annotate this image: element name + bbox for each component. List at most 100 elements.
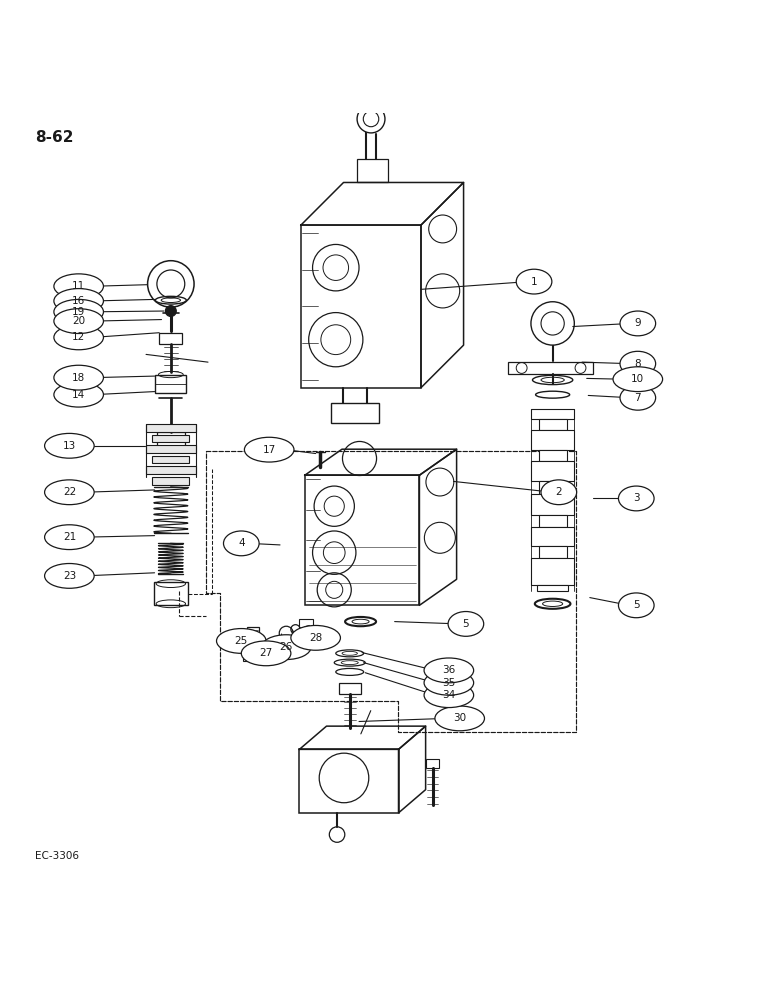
Bar — [531, 409, 574, 419]
Bar — [146, 424, 196, 432]
Bar — [155, 375, 186, 393]
Text: 16: 16 — [72, 296, 85, 306]
Circle shape — [147, 261, 194, 307]
Bar — [157, 432, 185, 447]
Ellipse shape — [516, 269, 552, 294]
Bar — [146, 466, 196, 474]
Bar — [357, 159, 388, 182]
Bar — [531, 494, 574, 515]
Ellipse shape — [44, 525, 94, 550]
Text: 19: 19 — [72, 307, 85, 317]
Ellipse shape — [241, 641, 291, 666]
Ellipse shape — [44, 564, 94, 588]
Ellipse shape — [244, 437, 294, 462]
Circle shape — [531, 302, 574, 345]
Ellipse shape — [54, 299, 104, 324]
Text: 10: 10 — [631, 374, 644, 384]
Bar — [246, 627, 259, 653]
Text: 11: 11 — [72, 281, 85, 291]
Bar — [305, 475, 420, 605]
Text: 27: 27 — [260, 648, 273, 658]
Ellipse shape — [54, 382, 104, 407]
Ellipse shape — [424, 658, 473, 683]
Text: 8: 8 — [634, 359, 641, 369]
Bar — [531, 558, 574, 585]
Text: 20: 20 — [72, 316, 85, 326]
Ellipse shape — [54, 289, 104, 313]
Ellipse shape — [424, 670, 473, 695]
Bar — [152, 456, 190, 463]
Bar — [301, 225, 421, 388]
Ellipse shape — [224, 531, 259, 556]
Bar — [331, 403, 379, 423]
Ellipse shape — [620, 385, 656, 410]
Text: 17: 17 — [263, 445, 276, 455]
Bar — [243, 653, 263, 661]
Text: 21: 21 — [62, 532, 76, 542]
Text: 4: 4 — [238, 538, 245, 548]
Text: 26: 26 — [279, 642, 292, 652]
Bar — [508, 362, 593, 374]
Text: 25: 25 — [235, 636, 248, 646]
Ellipse shape — [217, 629, 266, 653]
Bar — [154, 278, 188, 290]
Bar — [539, 419, 566, 430]
Text: 18: 18 — [72, 373, 85, 383]
Text: 34: 34 — [442, 690, 456, 700]
Text: 22: 22 — [62, 487, 76, 497]
Bar — [531, 461, 574, 481]
Text: 12: 12 — [72, 332, 85, 342]
Text: 13: 13 — [62, 441, 76, 451]
Text: 35: 35 — [442, 678, 456, 688]
Ellipse shape — [54, 274, 104, 299]
Text: 3: 3 — [633, 493, 640, 503]
Text: 30: 30 — [453, 713, 466, 723]
Ellipse shape — [448, 612, 484, 636]
Ellipse shape — [54, 325, 104, 350]
Bar — [146, 445, 196, 453]
Ellipse shape — [619, 593, 654, 618]
Bar — [339, 683, 360, 694]
Bar — [539, 546, 566, 558]
Bar — [539, 450, 566, 461]
Text: 36: 36 — [442, 665, 456, 675]
Text: 28: 28 — [309, 633, 322, 643]
Bar — [159, 333, 183, 344]
Ellipse shape — [54, 309, 104, 333]
Text: 9: 9 — [634, 318, 641, 328]
Bar — [300, 619, 314, 636]
Bar — [154, 582, 188, 605]
Ellipse shape — [435, 706, 484, 731]
Text: 5: 5 — [633, 600, 640, 610]
Circle shape — [357, 105, 385, 133]
Ellipse shape — [261, 635, 311, 660]
Circle shape — [165, 306, 176, 316]
Bar — [300, 749, 399, 813]
Ellipse shape — [424, 683, 473, 708]
Bar — [537, 585, 568, 591]
Bar — [539, 515, 566, 527]
Bar — [427, 759, 439, 768]
Text: 5: 5 — [463, 619, 470, 629]
Ellipse shape — [54, 365, 104, 390]
Text: 1: 1 — [530, 277, 537, 287]
Bar — [531, 527, 574, 546]
Bar — [152, 477, 190, 485]
Bar — [539, 481, 566, 494]
Ellipse shape — [541, 480, 576, 505]
Text: 7: 7 — [634, 393, 641, 403]
Ellipse shape — [620, 351, 656, 376]
Bar — [531, 430, 574, 450]
Ellipse shape — [619, 486, 654, 511]
Ellipse shape — [44, 480, 94, 505]
Text: 2: 2 — [555, 487, 562, 497]
Ellipse shape — [620, 311, 656, 336]
Bar — [152, 435, 190, 442]
Ellipse shape — [291, 625, 340, 650]
Ellipse shape — [613, 367, 662, 392]
Text: 23: 23 — [62, 571, 76, 581]
Text: 8-62: 8-62 — [35, 130, 74, 145]
Ellipse shape — [44, 433, 94, 458]
Text: 14: 14 — [72, 390, 85, 400]
Text: EC-3306: EC-3306 — [35, 851, 80, 861]
